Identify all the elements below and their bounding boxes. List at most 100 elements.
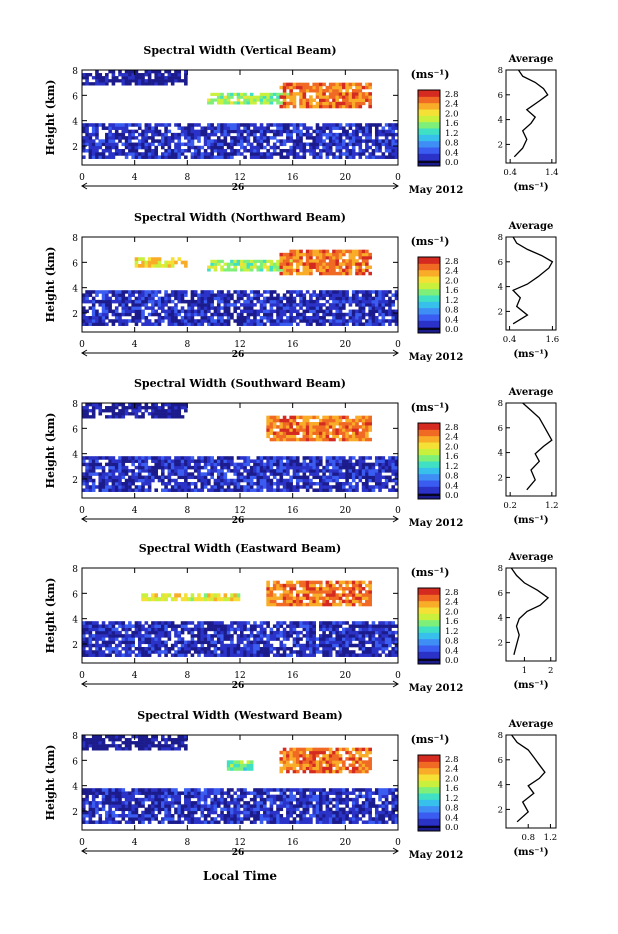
heatmap-cell [151, 412, 155, 415]
heatmap-cell [303, 262, 307, 265]
heatmap-cell [141, 257, 145, 261]
heatmap-cell [138, 82, 142, 85]
heatmap-cell [349, 634, 353, 638]
heatmap-cell [280, 133, 284, 137]
heatmap-cell [280, 634, 284, 638]
heatmap-cell [263, 146, 267, 150]
heatmap-cell [161, 139, 165, 143]
heatmap-cell [125, 76, 129, 79]
x-tick-label: 16 [287, 506, 299, 516]
heatmap-cell [280, 603, 284, 606]
heatmap-cell [158, 82, 162, 85]
heatmap-cell [339, 136, 343, 140]
heatmap-cell [148, 76, 152, 79]
heatmap-cell [161, 597, 165, 601]
heatmap-cell [250, 152, 254, 156]
heatmap-cell [362, 99, 366, 102]
heatmap-cell [306, 628, 310, 632]
heatmap-cell [243, 319, 247, 323]
colorbar-tick-label: 2.4 [445, 433, 459, 443]
heatmap-cell [174, 322, 178, 326]
heatmap-cell [339, 306, 343, 310]
heatmap-cell [112, 488, 116, 492]
heatmap-cell [359, 593, 363, 596]
heatmap-cell [326, 459, 330, 463]
heatmap-cell [332, 466, 336, 470]
heatmap-cell [299, 293, 303, 297]
heatmap-cell [270, 628, 274, 632]
heatmap-cell [362, 469, 366, 473]
heatmap-cell [342, 259, 346, 262]
heatmap-cell [270, 485, 274, 489]
heatmap-cell [122, 313, 126, 317]
heatmap-cell [332, 102, 336, 105]
heatmap-cell [335, 143, 339, 147]
heatmap-cell [108, 306, 112, 310]
colorbar-swatch [418, 429, 440, 436]
heatmap-cell [256, 647, 260, 651]
heatmap-cell [342, 269, 346, 272]
heatmap-cell [286, 256, 290, 259]
heatmap-cell [161, 634, 165, 638]
heatmap-cell [115, 482, 119, 486]
heatmap-cell [332, 425, 336, 428]
heatmap-cell [263, 621, 267, 625]
heatmap-cell [85, 624, 89, 628]
colorbar-tick-label: 2.8 [445, 257, 459, 267]
heatmap-cell [154, 476, 158, 480]
heatmap-cell [181, 482, 185, 486]
heatmap-cell [210, 463, 214, 467]
heatmap-cell [201, 456, 205, 460]
heatmap-cell [359, 600, 363, 603]
heatmap-cell [319, 152, 323, 156]
heatmap-cell [322, 650, 326, 654]
heatmap-cell [260, 479, 264, 483]
heatmap-cell [89, 415, 93, 418]
heatmap-cell [112, 126, 116, 130]
heatmap-cell [125, 482, 129, 486]
heatmap-cell [329, 456, 333, 460]
heatmap-cell [250, 130, 254, 134]
heatmap-cell [131, 650, 135, 654]
heatmap-cell [316, 316, 320, 320]
colorbar-swatch [418, 96, 440, 103]
heatmap-cell [306, 428, 310, 431]
heatmap-cell [286, 488, 290, 492]
heatmap-cell [296, 650, 300, 654]
heatmap-cell [378, 641, 382, 645]
heatmap-cell [128, 297, 132, 301]
x-tick-label: 8 [184, 173, 190, 183]
heatmap-cell [280, 297, 284, 301]
heatmap-cell [296, 485, 300, 489]
heatmap-cell [217, 310, 221, 314]
heatmap-cell [342, 593, 346, 596]
heatmap-cell [312, 262, 316, 265]
heatmap-cell [276, 466, 280, 470]
heatmap-cell [210, 155, 214, 159]
heatmap-cell [365, 319, 369, 323]
heatmap-cell [207, 316, 211, 320]
heatmap-cell [92, 469, 96, 473]
heatmap-cell [263, 482, 267, 486]
heatmap-cell [289, 300, 293, 304]
heatmap-cell [237, 485, 241, 489]
heatmap-cell [115, 476, 119, 480]
heatmap-cell [375, 641, 379, 645]
heatmap-cell [138, 303, 142, 307]
heatmap-cell [375, 647, 379, 651]
heatmap-cell [122, 476, 126, 480]
heatmap-cell [309, 472, 313, 476]
heatmap-cell [342, 300, 346, 304]
heatmap-cell [280, 300, 284, 304]
heatmap-cell [148, 488, 152, 492]
date-label: May 2012 [409, 352, 464, 363]
heatmap-cell [286, 479, 290, 483]
heatmap-cell [312, 290, 316, 294]
heatmap-cell [118, 297, 122, 301]
heatmap-cell [214, 624, 218, 628]
heatmap-cell [388, 628, 392, 632]
heatmap-cell [342, 634, 346, 638]
heatmap-cell [161, 264, 165, 268]
heatmap-cell [108, 644, 112, 648]
heatmap-cell [280, 593, 284, 596]
